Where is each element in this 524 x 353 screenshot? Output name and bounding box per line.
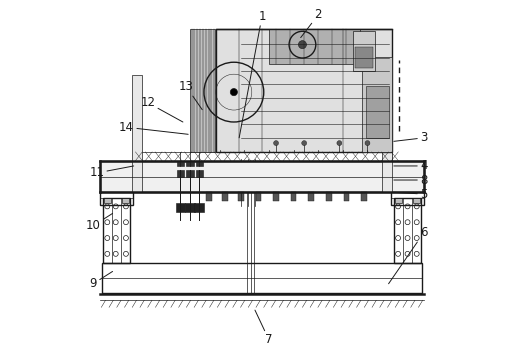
Circle shape bbox=[230, 89, 237, 96]
Bar bbox=[394, 198, 421, 263]
Text: 12: 12 bbox=[140, 96, 183, 122]
Bar bbox=[177, 170, 184, 176]
Text: 10: 10 bbox=[86, 214, 113, 232]
Bar bbox=[391, 191, 424, 205]
Text: 1: 1 bbox=[239, 10, 266, 138]
Bar bbox=[216, 29, 392, 152]
Text: 9: 9 bbox=[90, 271, 113, 290]
Bar bbox=[100, 161, 424, 192]
Bar bbox=[102, 263, 422, 293]
Bar bbox=[256, 192, 261, 201]
Bar bbox=[344, 192, 349, 201]
Text: 11: 11 bbox=[89, 166, 134, 179]
Bar bbox=[326, 192, 332, 201]
Bar bbox=[206, 192, 212, 201]
Circle shape bbox=[299, 41, 307, 49]
Bar bbox=[100, 191, 133, 205]
Circle shape bbox=[365, 140, 370, 145]
Bar bbox=[355, 47, 373, 67]
Bar bbox=[395, 198, 402, 203]
Text: 14: 14 bbox=[119, 121, 188, 134]
Text: 4: 4 bbox=[394, 160, 428, 173]
Bar bbox=[366, 86, 389, 138]
Text: 2: 2 bbox=[301, 8, 322, 38]
Bar bbox=[381, 74, 392, 192]
Bar bbox=[269, 29, 361, 64]
Bar bbox=[122, 198, 129, 203]
Bar bbox=[185, 203, 195, 212]
Text: 13: 13 bbox=[179, 80, 202, 110]
Circle shape bbox=[337, 140, 342, 145]
Bar bbox=[273, 192, 279, 201]
Bar bbox=[196, 170, 203, 176]
Text: 6: 6 bbox=[389, 226, 428, 284]
Bar bbox=[132, 74, 143, 192]
Text: 3: 3 bbox=[394, 131, 428, 144]
Bar bbox=[103, 198, 130, 263]
Bar bbox=[361, 192, 367, 201]
Text: 5: 5 bbox=[394, 187, 428, 201]
Bar bbox=[104, 198, 111, 203]
Bar bbox=[135, 152, 392, 161]
Bar bbox=[291, 192, 297, 201]
Bar bbox=[194, 203, 204, 212]
Bar bbox=[177, 162, 184, 166]
Bar bbox=[190, 29, 214, 152]
Bar bbox=[176, 203, 185, 212]
Bar bbox=[353, 31, 375, 71]
Bar bbox=[362, 57, 392, 152]
Text: 7: 7 bbox=[255, 310, 273, 347]
Circle shape bbox=[302, 140, 307, 145]
Bar bbox=[186, 162, 193, 166]
Bar bbox=[222, 192, 228, 201]
Circle shape bbox=[274, 140, 279, 145]
Bar bbox=[186, 170, 193, 176]
Text: 8: 8 bbox=[394, 174, 428, 186]
Bar bbox=[238, 192, 244, 201]
Bar bbox=[196, 162, 203, 166]
Bar bbox=[413, 198, 420, 203]
Bar bbox=[309, 192, 314, 201]
